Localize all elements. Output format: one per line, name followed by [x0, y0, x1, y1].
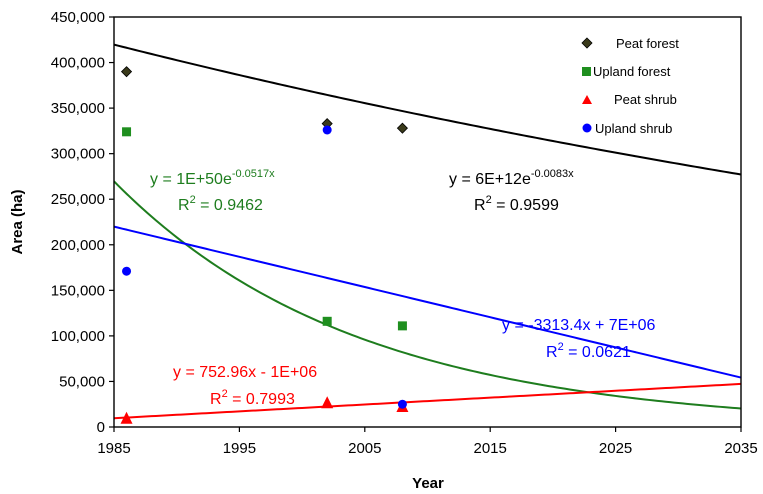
y-tick-label: 450,000 [51, 9, 105, 26]
point-upland-forest [122, 127, 132, 137]
r-squared-text: R2 = 0.9462 [178, 194, 263, 214]
plot-frame [113, 16, 742, 428]
legend-item-peat-forest: Peat forest [581, 36, 679, 51]
y-tick-label: 300,000 [51, 146, 105, 163]
x-tick-label: 2005 [348, 440, 381, 457]
point-peat-shrub [321, 396, 334, 409]
trendline-upland-shrub [113, 225, 742, 379]
point-peat-forest [396, 122, 408, 134]
y-tick-label: 50,000 [59, 373, 105, 390]
point-upland-forest [397, 321, 407, 331]
equation-peat-forest: y = 6E+12e-0.0083x R2 = 0.9599 [449, 168, 574, 214]
point-upland-forest [322, 316, 332, 326]
y-tick-label: 200,000 [51, 237, 105, 254]
equation-text: y = -3313.4x + 7E+06 [502, 317, 656, 334]
x-axis-title: Year [412, 475, 444, 492]
point-upland-shrub [122, 266, 132, 276]
equation-upland-forest: y = 1E+50e-0.0517x R2 = 0.9462 [150, 168, 275, 214]
point-upland-shrub [322, 125, 332, 135]
y-tick-label: 400,000 [51, 55, 105, 72]
x-tick-label: 2015 [474, 440, 507, 457]
trendline-peat-shrub [113, 382, 742, 420]
trendline-peat-forest [113, 43, 742, 176]
r-squared-text: R2 = 0.0621 [546, 341, 631, 361]
r-squared-text: R2 = 0.7993 [210, 388, 295, 408]
x-tick-label: 1995 [223, 440, 256, 457]
legend-triangle-marker [582, 95, 592, 104]
legend-square-marker [582, 67, 591, 76]
legend: Peat forest Upland forest Peat shrub Upl… [581, 36, 679, 136]
y-axis-title: Area (ha) [9, 189, 26, 254]
y-tick-label: 0 [97, 419, 105, 436]
point-peat-shrub [120, 411, 133, 424]
legend-label-upland-forest: Upland forest [593, 64, 671, 79]
x-tick-label: 2035 [724, 440, 757, 457]
point-upland-shrub [397, 399, 407, 409]
axis-ticks: 1985 1995 2005 2015 2025 2035 0 50,000 100,000 15… [51, 9, 758, 457]
legend-item-peat-shrub: Peat shrub [582, 92, 677, 107]
y-tick-label: 250,000 [51, 191, 105, 208]
legend-item-upland-shrub: Upland shrub [582, 121, 672, 136]
trendlines [113, 43, 742, 420]
equation-text: y = 752.96x - 1E+06 [173, 364, 317, 381]
equation-text: y = 6E+12e-0.0083x [449, 168, 574, 188]
y-tick-label: 350,000 [51, 100, 105, 117]
data-markers [120, 66, 409, 424]
legend-label-peat-shrub: Peat shrub [614, 92, 677, 107]
equation-peat-shrub: y = 752.96x - 1E+06 R2 = 0.7993 [173, 364, 317, 408]
legend-label-upland-shrub: Upland shrub [595, 121, 672, 136]
legend-label-peat-forest: Peat forest [616, 36, 679, 51]
equation-upland-shrub: y = -3313.4x + 7E+06 R2 = 0.0621 [502, 317, 656, 361]
y-tick-label: 150,000 [51, 282, 105, 299]
legend-circle-marker [582, 123, 592, 133]
x-tick-label: 2025 [599, 440, 632, 457]
x-tick-label: 1985 [97, 440, 130, 457]
legend-item-upland-forest: Upland forest [582, 64, 671, 79]
r-squared-text: R2 = 0.9599 [474, 194, 559, 214]
y-tick-label: 100,000 [51, 328, 105, 345]
equation-text: y = 1E+50e-0.0517x [150, 168, 275, 188]
point-peat-forest [120, 66, 133, 78]
legend-diamond-marker [581, 37, 593, 49]
trendline-upland-forest [113, 180, 742, 410]
